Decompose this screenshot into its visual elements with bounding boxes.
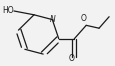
Text: O: O (68, 54, 74, 63)
Text: HO: HO (2, 6, 14, 15)
Text: N: N (49, 15, 55, 24)
Text: O: O (80, 14, 86, 23)
